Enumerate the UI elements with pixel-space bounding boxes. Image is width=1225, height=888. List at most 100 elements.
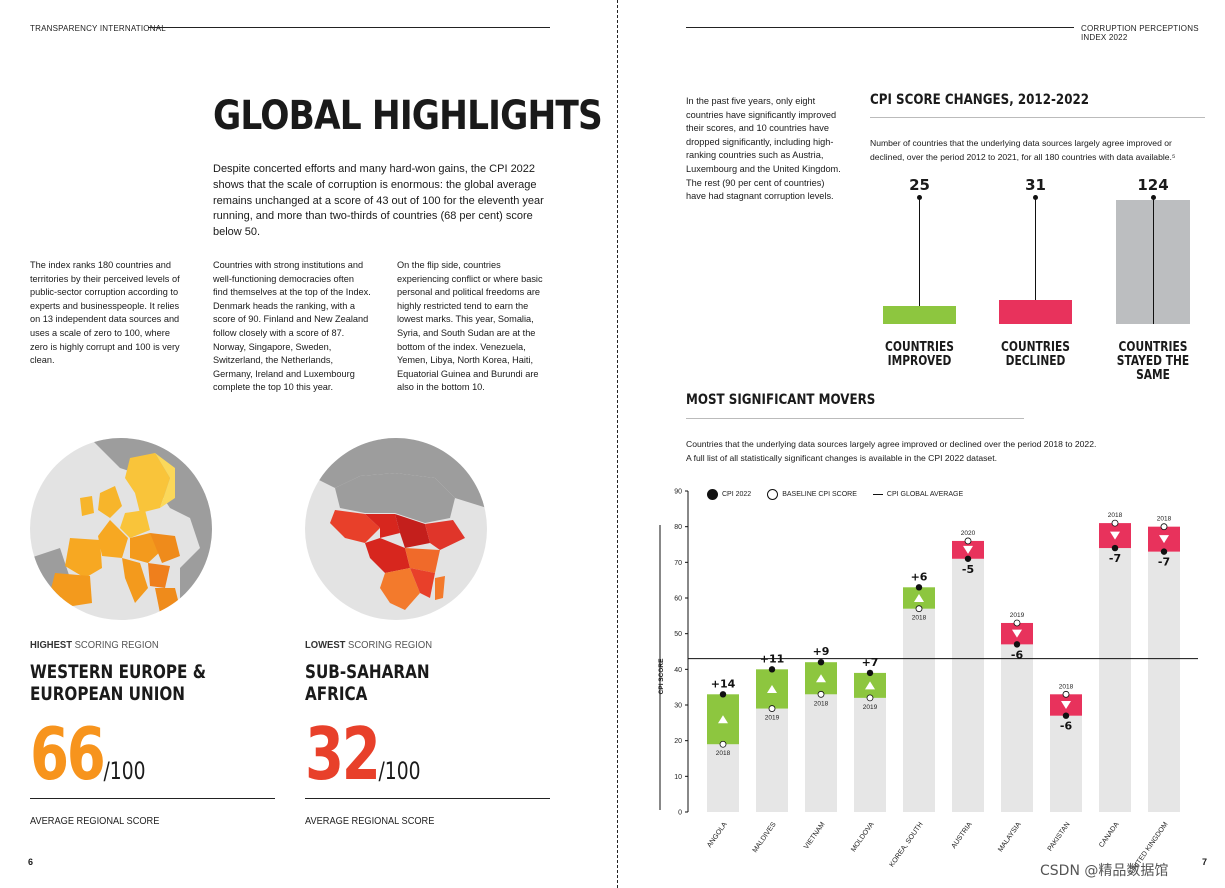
change-label: -7 <box>1109 552 1121 565</box>
arrow-down-icon <box>1159 535 1169 544</box>
movers-chart: 0 10 20 30 40 50 60 70 80 90 CPI SCORE +14 2018 ANGOL… <box>658 489 1198 875</box>
body-column-2: Countries with strong institutions and w… <box>213 260 371 393</box>
lowest-region-name-line1: SUB-SAHARAN <box>305 661 430 683</box>
movers-rule <box>686 418 1024 419</box>
baseline-point <box>817 690 825 698</box>
y-tick-label: 70 <box>674 560 682 567</box>
chart-legend: CPI 2022 BASELINE CPI SCORE CPI GLOBAL A… <box>707 489 963 500</box>
legend-avg-label: CPI GLOBAL AVERAGE <box>886 491 964 498</box>
baseline-point <box>915 605 923 613</box>
score-change-declined: 31 COUNTRIES DECLINED <box>999 176 1072 376</box>
lowest-region-label: LOWEST SCORING REGION <box>305 639 433 651</box>
declined-stem-dot <box>1033 195 1038 200</box>
bar-background <box>903 608 935 812</box>
arrow-up-icon <box>865 681 875 690</box>
baseline-point <box>768 705 776 712</box>
x-category-label: VIETNAM <box>803 821 827 851</box>
body-column-3: On the flip side, countries experiencing… <box>397 260 543 393</box>
europe-map-globe <box>30 438 212 620</box>
page-spine <box>617 0 618 888</box>
arrow-down-icon <box>963 545 973 554</box>
y-tick-label: 80 <box>674 524 682 531</box>
change-label: +7 <box>862 656 879 669</box>
bar-background <box>1148 551 1180 812</box>
x-category-label: ANGOLA <box>706 821 729 849</box>
arrow-down-icon <box>1061 701 1071 709</box>
x-category-label: PAKISTAN <box>1047 821 1072 853</box>
same-stem-dot <box>1151 195 1156 200</box>
baseline-year-label: 2018 <box>716 750 731 757</box>
baseline-point <box>1111 519 1119 527</box>
lowest-region-name-line2: AFRICA <box>305 683 368 705</box>
right-intro: In the past five years, only eight count… <box>686 96 841 202</box>
y-tick-label: 0 <box>678 810 682 817</box>
bar-background <box>756 708 788 812</box>
baseline-year-label: 2020 <box>961 530 976 537</box>
arrow-down-icon <box>1012 629 1022 638</box>
y-tick-label: 10 <box>674 774 682 781</box>
baseline-year-label: 2018 <box>814 700 829 707</box>
header-left: TRANSPARENCY INTERNATIONAL <box>30 24 166 33</box>
baseline-year-label: 2019 <box>863 704 878 711</box>
baseline-point <box>1160 523 1168 531</box>
change-label: +9 <box>813 645 830 658</box>
declined-stem <box>1035 196 1036 324</box>
baseline-point <box>866 694 874 702</box>
x-category-label: MALAYSIA <box>997 821 1023 854</box>
cpi-2022-point <box>719 691 727 698</box>
arrow-up-icon <box>914 594 924 602</box>
improved-stem <box>919 196 920 324</box>
cpi-2022-point <box>1062 712 1070 719</box>
bar-background <box>952 558 984 812</box>
bar-background <box>854 697 886 812</box>
movers-note-2: A full list of all statistically signifi… <box>686 453 997 463</box>
legend-avg-icon <box>872 494 883 495</box>
improved-stem-dot <box>917 195 922 200</box>
bar-background <box>1001 644 1033 812</box>
y-tick-label: 40 <box>674 667 682 674</box>
bar-background <box>707 744 739 812</box>
y-tick-label: 50 <box>674 631 682 638</box>
baseline-year-label: 2018 <box>1157 516 1172 523</box>
bar-background <box>1050 715 1082 812</box>
legend-cpi-label: CPI 2022 <box>722 491 752 498</box>
header-right: CORRUPTION PERCEPTIONS INDEX 2022 <box>1081 24 1199 42</box>
cpi-2022-point <box>866 669 874 677</box>
cpi-2022-point <box>1111 544 1119 552</box>
same-count: 124 <box>1137 176 1169 194</box>
improved-label: COUNTRIES IMPROVED <box>885 340 954 369</box>
declined-label: COUNTRIES DECLINED <box>1001 340 1070 369</box>
arrow-up-icon <box>816 674 826 683</box>
header-right-rule <box>686 27 1074 28</box>
page-title: GLOBAL HIGHLIGHTS <box>213 93 603 139</box>
cpi-2022-point <box>915 584 923 591</box>
bar-background <box>805 694 837 812</box>
europe-map-icon <box>30 438 212 620</box>
header-left-rule <box>148 27 550 28</box>
highest-region-name-line2: EUROPEAN UNION <box>30 683 186 705</box>
baseline-point <box>1062 690 1070 698</box>
page-number-left: 6 <box>28 857 34 867</box>
change-label: -6 <box>1060 720 1073 733</box>
baseline-point <box>719 740 727 748</box>
highest-avg-label: AVERAGE REGIONAL SCORE <box>30 815 160 827</box>
arrow-up-icon <box>718 715 728 724</box>
same-stem <box>1153 196 1154 324</box>
africa-map-globe <box>305 438 487 620</box>
baseline-year-label: 2019 <box>765 715 780 722</box>
score-changes-title: CPI SCORE CHANGES, 2012-2022 <box>870 92 1090 108</box>
baseline-point <box>1013 619 1021 627</box>
legend-cpi-icon <box>707 489 718 500</box>
y-tick-label: 30 <box>674 703 682 710</box>
y-tick-label: 60 <box>674 596 682 603</box>
change-label: +14 <box>711 677 736 690</box>
same-label: COUNTRIES STAYED THE SAME <box>1116 340 1190 383</box>
arrow-down-icon <box>1110 531 1120 540</box>
y-tick-label: 90 <box>674 489 682 496</box>
cpi-2022-point <box>768 666 776 673</box>
highest-region-label: HIGHEST SCORING REGION <box>30 639 159 651</box>
score-change-same: 124 COUNTRIES STAYED THE SAME <box>1116 176 1190 383</box>
baseline-year-label: 2018 <box>1108 512 1123 519</box>
baseline-year-label: 2018 <box>1059 683 1074 690</box>
y-axis-label: CPI SCORE <box>658 658 665 694</box>
